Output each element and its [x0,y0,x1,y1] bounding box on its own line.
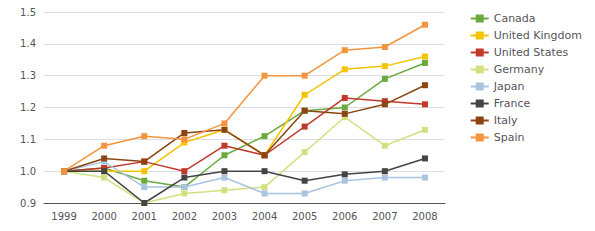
svg-text:Spain: Spain [494,131,525,144]
svg-text:1.3: 1.3 [20,70,36,81]
svg-text:1.5: 1.5 [20,7,36,18]
svg-text:France: France [494,97,531,110]
svg-text:Italy: Italy [494,114,518,127]
svg-text:1.4: 1.4 [20,38,36,49]
svg-text:2005: 2005 [292,211,317,222]
svg-text:United Kingdom: United Kingdom [494,29,582,42]
svg-text:2008: 2008 [412,211,437,222]
svg-text:2000: 2000 [91,211,116,222]
svg-text:2007: 2007 [372,211,397,222]
svg-text:2001: 2001 [132,211,157,222]
svg-text:2003: 2003 [212,211,237,222]
svg-text:0.9: 0.9 [20,198,36,209]
svg-text:2002: 2002 [172,211,197,222]
svg-text:1.0: 1.0 [20,166,36,177]
svg-text:Canada: Canada [494,12,536,25]
svg-text:Japan: Japan [493,80,525,93]
svg-text:1.2: 1.2 [20,102,36,113]
svg-text:1.1: 1.1 [20,134,36,145]
svg-text:Germany: Germany [494,63,545,76]
svg-text:United States: United States [494,46,569,59]
svg-text:2004: 2004 [252,211,277,222]
svg-text:2006: 2006 [332,211,357,222]
svg-text:1999: 1999 [51,211,76,222]
